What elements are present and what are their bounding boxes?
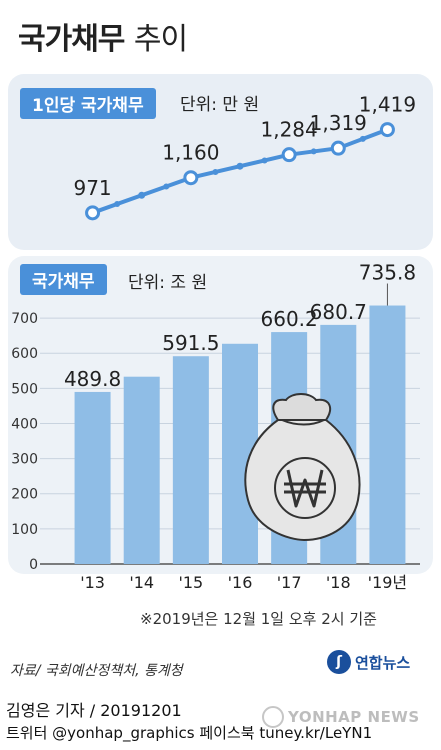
bar (172, 356, 209, 564)
bar-data-label: 660.2 (261, 307, 318, 331)
line-point (330, 140, 346, 156)
bar-data-label: 489.8 (64, 367, 121, 391)
series-line (91, 127, 389, 215)
x-tick-label: '19년 (368, 573, 407, 592)
y-tick-label: 700 (11, 311, 38, 327)
line-chart-title: 1인당 국가채무 (20, 88, 156, 119)
source-text: 자료/ 국회예산정책처, 통계청 (10, 663, 183, 679)
x-tick-label: '15 (178, 573, 203, 592)
line-data-label: 971 (73, 176, 111, 200)
y-tick-label: 300 (11, 452, 38, 468)
y-tick-label: 100 (11, 522, 38, 538)
line-point (183, 170, 199, 186)
bar-chart-title: 국가채무 (20, 264, 107, 295)
line-midpoint (310, 148, 317, 155)
page-title: 국가채무 추이 (18, 14, 188, 58)
line-data-label: 1,160 (162, 141, 219, 165)
bar (123, 376, 160, 564)
line-midpoint (359, 135, 366, 142)
footnote: ※2019년은 12월 1일 오후 2시 기준 (140, 610, 377, 628)
x-tick-label: '13 (80, 573, 105, 592)
line-point (281, 147, 297, 163)
yonhap-logo: ʃ 연합뉴스 (327, 650, 410, 674)
line-midpoint (114, 201, 121, 208)
line-point (379, 122, 395, 138)
chart-svg: 0 100 200 300 400 500 600 700 489.8 '13 '14 591.5 '… (11, 93, 420, 592)
bar-data-label: 680.7 (310, 300, 367, 324)
line-data-label: 1,419 (359, 93, 416, 117)
bar (369, 305, 406, 564)
y-tick-label: 200 (11, 487, 38, 503)
watermark: YONHAP NEWS (262, 706, 420, 728)
yonhap-logo-text: 연합뉴스 (355, 653, 411, 672)
line-midpoint (163, 183, 170, 190)
bar-data-label: 591.5 (162, 331, 219, 355)
bar-data-label: 735.8 (359, 261, 416, 285)
title-main: 국가채무 (18, 22, 125, 57)
x-tick-label: '16 (228, 573, 253, 592)
reporter-credit: 김영은 기자 / 20191201 (6, 701, 182, 720)
bar-chart-unit: 단위: 조 원 (128, 273, 208, 293)
line-midpoint (212, 168, 219, 175)
watermark-text: YONHAP NEWS (288, 708, 420, 726)
bar (74, 391, 111, 564)
title-sub: 추이 (133, 22, 188, 57)
x-tick-label: '18 (326, 573, 351, 592)
x-tick-label: '14 (129, 573, 154, 592)
yonhap-logo-icon: ʃ (327, 650, 351, 674)
money-bag-icon (244, 393, 361, 542)
y-tick-label: 500 (11, 381, 38, 397)
x-tick-label: '17 (277, 573, 302, 592)
line-data-label: 1,284 (261, 118, 318, 142)
line-point-minor (138, 191, 146, 199)
y-tick-label: 600 (11, 346, 38, 362)
line-chart-unit: 단위: 만 원 (180, 95, 260, 115)
watermark-icon (262, 706, 284, 728)
line-point (85, 205, 101, 221)
line-point-minor (236, 162, 244, 170)
bar-group: 489.8 '13 '14 591.5 '15 '16 660.2 '17 680.7 '18 73… (64, 261, 416, 592)
social-links: 트위터 @yonhap_graphics 페이스북 tuney.kr/LeYN1 (6, 724, 373, 742)
line-midpoint (261, 157, 268, 164)
y-tick-label: 0 (29, 557, 38, 573)
line-data-label: 1,319 (310, 111, 367, 135)
y-tick-label: 400 (11, 416, 38, 432)
